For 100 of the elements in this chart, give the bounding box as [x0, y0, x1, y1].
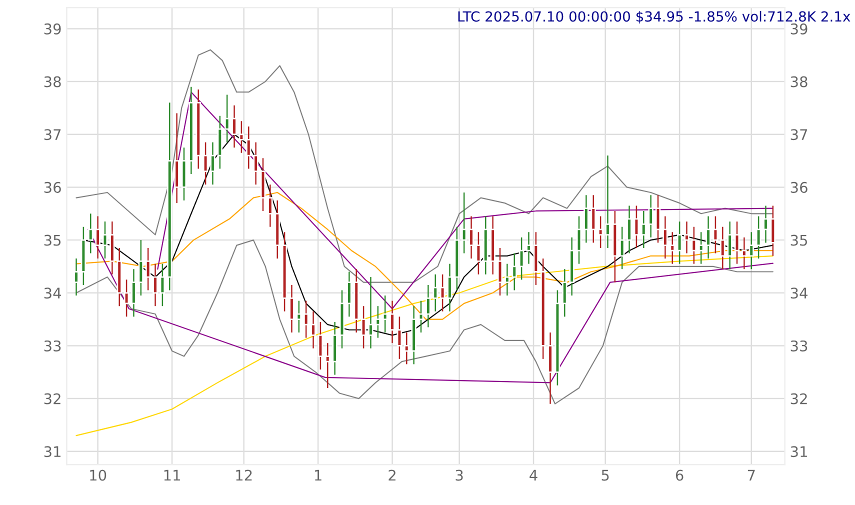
candlestick: [512, 252, 517, 291]
candlestick: [390, 300, 395, 344]
y-tick-label: 36: [44, 182, 61, 193]
y-tick-label: 34: [44, 288, 62, 299]
candlestick: [662, 216, 668, 260]
y2-tick-label: 35: [790, 234, 808, 246]
candlestick: [246, 126, 252, 170]
line-series: [157, 92, 774, 310]
candlestick: [418, 300, 424, 334]
candlestick: [605, 154, 610, 249]
candlestick: [318, 321, 324, 370]
candlestick: [88, 213, 94, 254]
candlestick: [634, 205, 640, 249]
line-series: [76, 239, 774, 404]
candlestick: [382, 294, 388, 334]
candlestick: [684, 220, 690, 254]
candlestick: [770, 205, 776, 257]
candlestick: [396, 316, 402, 360]
candlestick: [734, 220, 740, 264]
candlestick: [468, 216, 474, 260]
candlestick: [238, 120, 244, 154]
line-series: [76, 49, 774, 283]
line-series: [88, 228, 774, 384]
x-tick-label: 10: [90, 470, 106, 481]
x-tick-label: 3: [456, 470, 463, 481]
candlestick: [432, 274, 438, 312]
candlestick: [303, 300, 309, 338]
candlestick: [296, 300, 302, 334]
candlestick: [95, 216, 100, 260]
candlestick: [670, 232, 675, 264]
candlestick: [619, 226, 625, 270]
candlestick: [74, 258, 79, 296]
y2-tick-label: 38: [790, 76, 808, 88]
candlestick: [152, 263, 158, 307]
candlestick: [138, 239, 144, 296]
candlestick: [375, 305, 381, 338]
x-tick-label: 2: [388, 470, 396, 481]
candlestick: [476, 232, 482, 276]
y-tick-label: 39: [44, 23, 61, 34]
candlestick: [346, 271, 352, 318]
candlestick: [518, 236, 524, 280]
candlestick: [712, 216, 718, 254]
y2-tick-label: 36: [790, 182, 808, 193]
candlestick: [160, 263, 166, 307]
candlestick: [368, 276, 374, 349]
candlestick: [763, 205, 768, 244]
y-tick-label: 37: [44, 129, 61, 140]
candlestick: [310, 310, 316, 349]
candlestick: [404, 332, 410, 365]
x-tick-label: 5: [602, 470, 609, 481]
candlestick: [440, 274, 446, 312]
candlestick: [447, 263, 452, 312]
y-tick-label: 33: [44, 340, 61, 352]
candlestick: [202, 142, 208, 186]
candlestick: [590, 194, 596, 244]
candlestick: [497, 247, 503, 296]
candlestick: [145, 247, 151, 291]
y2-tick-label: 39: [790, 23, 808, 34]
candlestick: [268, 184, 273, 228]
x-tick-label: 1: [315, 470, 322, 481]
candlestick: [253, 142, 258, 186]
candlestick: [289, 284, 294, 334]
x-tick-label: 4: [530, 470, 538, 481]
candlestick: [676, 220, 682, 264]
chart-title: LTC 2025.07.10 00:00:00 $34.95 -1.85% vol:712.8K 2.1x: [458, 10, 850, 24]
line-series: [76, 192, 774, 320]
candlestick: [706, 216, 711, 260]
y2-tick-label: 31: [790, 446, 807, 458]
candlestick: [325, 342, 330, 389]
candlestick: [598, 216, 604, 249]
candlestick: [526, 232, 532, 264]
candlestick: [210, 142, 216, 186]
candlestick: [504, 263, 510, 296]
x-tick-label: 6: [676, 470, 684, 481]
candlestick: [426, 284, 431, 328]
y2-tick-label: 32: [790, 393, 807, 404]
y-tick-label: 35: [44, 234, 61, 246]
candlestick: [756, 216, 762, 260]
y2-tick-label: 33: [790, 340, 808, 352]
x-tick-label: 11: [164, 470, 180, 481]
candlestick: [131, 268, 136, 318]
x-tick-label: 7: [748, 470, 755, 481]
candlestick: [124, 279, 130, 318]
candlestick: [584, 194, 589, 244]
y2-tick-label: 37: [790, 129, 808, 140]
candlestick: [102, 220, 108, 260]
candlestick: [360, 305, 366, 349]
y-tick-label: 31: [44, 446, 60, 458]
y2-tick-label: 34: [790, 288, 808, 299]
candlestick: [698, 232, 704, 264]
candlestick: [626, 205, 632, 254]
candlestick: [576, 216, 582, 264]
y-tick-label: 38: [44, 76, 61, 88]
line-series: [76, 255, 774, 436]
candlestick: [742, 236, 747, 270]
candlestick: [224, 94, 230, 143]
candlestick: [691, 226, 697, 264]
candlestick: [232, 104, 237, 148]
candlestick: [748, 232, 754, 270]
candlestick: [655, 194, 661, 244]
